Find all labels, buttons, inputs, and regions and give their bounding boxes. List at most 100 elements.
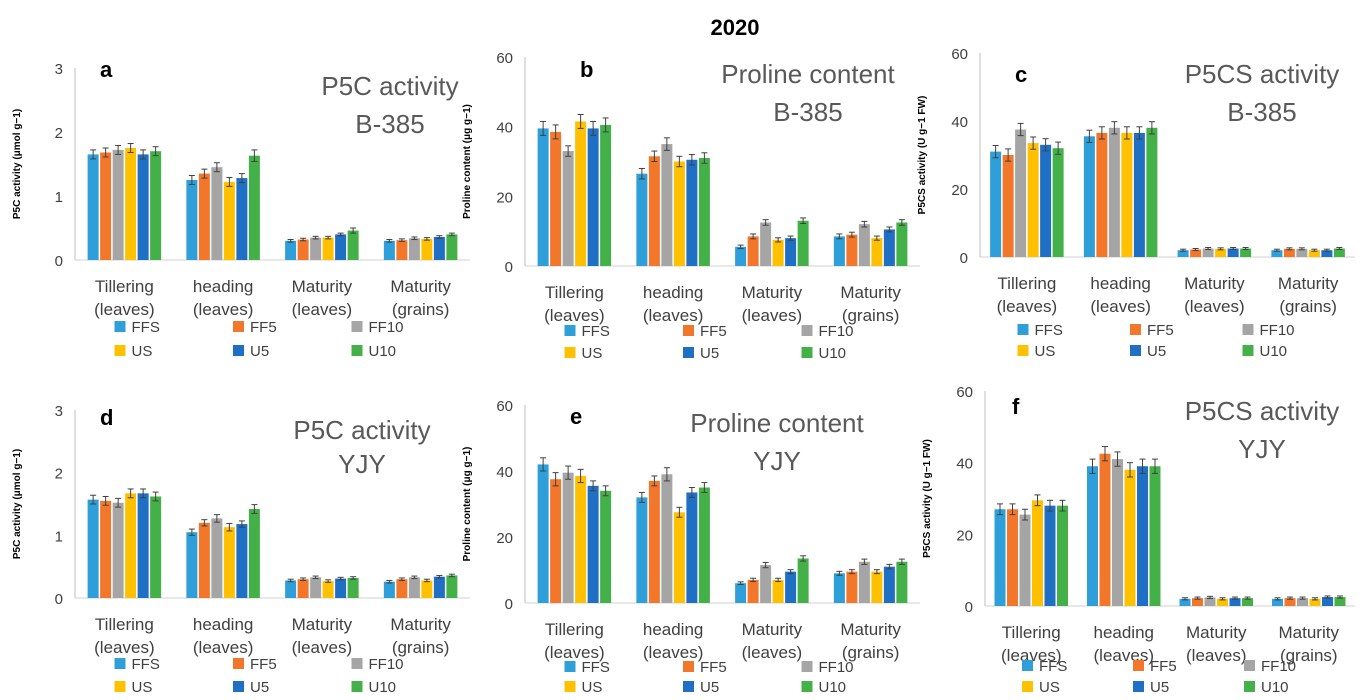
y-tick-label: 40 [956,456,973,473]
chart-panel-f: 0 20 40 60 P5CS activity (U g−1 FW) Tillering… [922,384,1355,696]
legend-label: U10 [369,679,397,696]
bar-U5-1 [236,178,248,260]
chart-title-line: P5C activity [293,415,430,445]
chart-title-line: YJY [338,449,386,479]
y-tick-label: 3 [55,403,63,420]
legend-label: U10 [819,345,847,362]
legend-swatch-U5 [683,681,694,692]
bar-US-0 [1032,500,1043,606]
y-tick-label: 2 [55,466,63,483]
bar-U5-3 [883,566,895,603]
bar-FFS-2 [1177,250,1189,257]
bar-US-1 [673,512,685,603]
legend-swatch-U10 [351,345,363,356]
legend-swatch-FF5 [1130,324,1141,335]
bar-U10-1 [248,155,260,260]
bar-FF10-2 [310,237,322,260]
bar-FF10-2 [310,577,322,598]
bar-U5-0 [137,493,149,598]
y-tick-label: 1 [55,189,63,206]
bar-FFS-0 [537,464,549,603]
bar-US-3 [1309,598,1321,606]
chart-title-line: B-385 [355,109,424,139]
chart-panel-c: 0 20 40 60 P5CS activity (U g−1 FW) Tillering… [917,46,1355,360]
bar-U5-2 [1229,598,1241,606]
panel-letter: d [100,405,113,430]
bar-FF10-3 [408,577,420,598]
legend-label: U5 [250,679,269,696]
legend-swatch-U10 [1244,681,1255,692]
bar-US-3 [871,238,883,266]
legend-swatch-US [1022,681,1033,692]
bar-U5-2 [1227,248,1239,257]
x-tick-label: (grains) [842,306,900,325]
x-tick-label: (leaves) [1094,646,1154,665]
bar-FFS-3 [1271,250,1283,257]
bar-FF5-2 [747,579,759,603]
bar-US-1 [1124,469,1136,606]
legend-label: US [1035,343,1056,360]
bar-FF5-3 [1283,248,1295,257]
bar-FF10-2 [1202,248,1214,257]
x-tick-label: (leaves) [94,638,154,657]
x-tick-label: (leaves) [193,300,253,319]
bar-FF5-0 [1002,155,1014,257]
bar-FF10-1 [661,144,673,266]
x-tick-label: (leaves) [292,300,352,319]
bar-U5-3 [433,576,445,598]
legend-label: U5 [1150,679,1169,696]
legend-swatch-FF10 [351,321,363,332]
bar-US-0 [1027,143,1039,257]
bar-FFS-2 [285,240,297,260]
bar-FFS-2 [735,246,747,266]
bar-U10-3 [1333,248,1345,257]
bar-FFS-0 [537,128,549,266]
x-tick-label: (leaves) [1001,646,1061,665]
y-tick-label: 0 [55,253,63,270]
bar-U10-1 [1146,127,1158,257]
y-tick-label: 3 [55,61,63,78]
bar-FFS-1 [1087,466,1098,606]
y-axis-label: Proline content (μg g−1) [462,447,473,562]
panel-letter: c [1015,62,1027,87]
bar-US-0 [575,121,587,266]
bar-U5-0 [1044,505,1056,606]
bar-FF5-1 [198,173,210,260]
legend-label: US [132,343,153,360]
y-axis-label: P5CS activity (U g−1 FW) [922,439,933,558]
legend-label: U5 [700,345,719,362]
bar-FF5-2 [747,236,759,266]
legend-swatch-U10 [1242,345,1254,356]
bar-FF10-1 [661,474,673,603]
y-tick-label: 2 [55,125,63,142]
legend-swatch-U5 [1133,681,1144,692]
bar-U5-1 [236,524,248,598]
x-tick-label: Maturity [292,615,353,634]
bar-FF10-2 [760,565,772,603]
bar-FFS-1 [186,180,198,260]
x-tick-label: Tillering [997,274,1056,293]
bar-FF5-1 [198,522,210,598]
y-axis-label: Proline content (μg g−1) [462,104,473,219]
x-tick-label: (leaves) [997,297,1057,316]
bar-FFS-0 [87,499,99,598]
legend-label: U5 [700,679,719,696]
bar-U10-3 [896,222,908,266]
legend-label: FFS [582,323,610,340]
legend-swatch-U5 [233,681,244,692]
y-axis-label: P5CS activity (U g−1 FW) [917,96,928,215]
bar-US-3 [421,580,433,598]
chart-title-line: P5CS activity [1185,396,1340,426]
panel-letter: a [100,57,113,82]
bar-FF10-0 [562,151,574,266]
bar-FFS-1 [186,532,198,598]
x-tick-label: (grains) [1280,646,1338,665]
bar-FFS-2 [735,583,747,603]
bar-FF5-0 [1007,509,1018,606]
bar-FF10-0 [562,472,574,603]
y-tick-label: 40 [951,114,968,131]
y-tick-label: 60 [496,398,513,415]
bar-FF5-3 [1284,598,1296,606]
legend-label: FF10 [1261,658,1296,675]
legend-swatch-US [1017,345,1029,356]
